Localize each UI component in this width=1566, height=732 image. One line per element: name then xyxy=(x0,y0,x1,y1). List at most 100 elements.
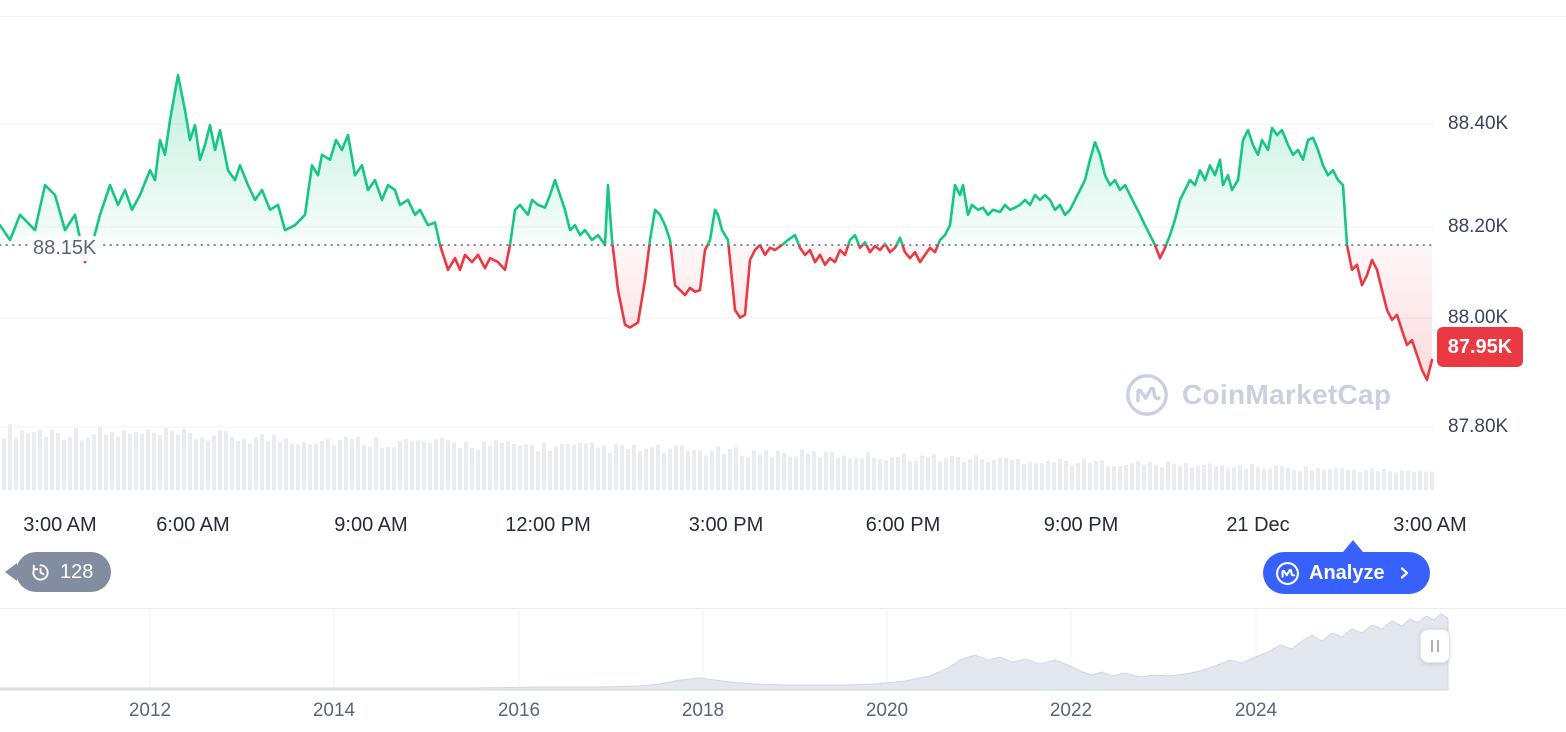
volume-bar xyxy=(812,451,816,490)
volume-bar xyxy=(1394,472,1398,490)
volume-bar xyxy=(290,443,294,490)
chevron-right-icon xyxy=(1400,567,1408,579)
volume-bar xyxy=(1034,463,1038,490)
volume-bar xyxy=(734,447,738,490)
volume-bar xyxy=(56,432,60,490)
volume-bar xyxy=(260,434,264,490)
y-axis-label: 88.20K xyxy=(1448,216,1509,237)
volume-bar xyxy=(842,455,846,490)
volume-bar xyxy=(1058,458,1062,490)
volume-bar xyxy=(740,456,744,490)
volume-bar xyxy=(854,457,858,490)
volume-bar xyxy=(1250,464,1254,490)
range-selector-canvas[interactable] xyxy=(0,608,1566,692)
volume-bar xyxy=(338,440,342,490)
time-axis-label: 12:00 PM xyxy=(505,514,591,536)
volume-bar xyxy=(170,430,174,490)
volume-bar xyxy=(212,435,216,490)
volume-bar xyxy=(416,440,420,490)
volume-bar xyxy=(686,450,690,490)
volume-bar xyxy=(434,439,438,490)
volume-bar xyxy=(254,437,258,490)
time-axis-label: 3:00 AM xyxy=(1393,514,1467,536)
volume-bar xyxy=(830,451,834,490)
volume-bar xyxy=(332,445,336,490)
volume-bar xyxy=(986,461,990,490)
volume-bar xyxy=(230,436,234,490)
volume-bar xyxy=(1400,470,1404,490)
volume-bar xyxy=(1190,467,1194,490)
year-axis-label: 2016 xyxy=(497,700,541,721)
volume-bar xyxy=(992,459,996,490)
brush-handle-right[interactable] xyxy=(1420,629,1450,663)
volume-bar xyxy=(1406,470,1410,490)
volume-bar xyxy=(1172,463,1176,490)
handle-grip-bar xyxy=(1431,640,1433,652)
volume-bar xyxy=(770,457,774,490)
volume-bar xyxy=(116,436,120,490)
price-chart-canvas[interactable] xyxy=(0,0,1434,505)
time-axis-label: 3:00 AM xyxy=(23,514,97,536)
y-axis-label: 87.80K xyxy=(1448,416,1509,437)
volume-bar xyxy=(410,441,414,490)
volume-bar xyxy=(1280,466,1284,490)
volume-bar xyxy=(776,450,780,490)
volume-bar xyxy=(392,447,396,490)
volume-bar xyxy=(1232,467,1236,490)
volume-bar xyxy=(1184,463,1188,490)
history-count-pill[interactable]: 128 xyxy=(4,552,112,592)
volume-bar xyxy=(404,439,408,490)
volume-bar xyxy=(782,452,786,490)
volume-bar xyxy=(722,453,726,490)
volume-bar xyxy=(518,445,522,490)
volume-bar xyxy=(182,428,186,490)
volume-bar xyxy=(692,450,696,490)
volume-bar xyxy=(128,433,132,490)
volume-bar xyxy=(872,457,876,490)
volume-bar xyxy=(980,459,984,490)
volume-bar xyxy=(86,437,90,490)
volume-bar xyxy=(44,436,48,490)
volume-bar xyxy=(596,447,600,490)
volume-bar xyxy=(746,457,750,490)
volume-bar xyxy=(764,449,768,490)
volume-bar xyxy=(350,438,354,490)
volume-bar xyxy=(1052,462,1056,490)
volume-bar xyxy=(506,440,510,490)
volume-bar xyxy=(14,437,18,490)
volume-bar xyxy=(158,435,162,490)
volume-bar xyxy=(152,432,156,490)
volume-bar xyxy=(680,445,684,490)
volume-bar xyxy=(860,458,864,490)
volume-bar xyxy=(422,441,426,490)
volume-bar xyxy=(866,452,870,490)
year-axis-label: 2020 xyxy=(865,700,909,721)
volume-bar xyxy=(1346,469,1350,490)
analyze-button[interactable]: Analyze xyxy=(1263,540,1430,594)
year-axis-label: 2012 xyxy=(128,700,172,721)
volume-bar xyxy=(656,444,660,490)
volume-bar xyxy=(344,437,348,490)
volume-bar xyxy=(1142,464,1146,490)
volume-bar xyxy=(512,444,516,490)
volume-bar xyxy=(614,443,618,490)
volume-bar xyxy=(1328,469,1332,490)
volume-bar xyxy=(584,443,588,490)
volume-bar xyxy=(1016,458,1020,490)
volume-bar xyxy=(1112,465,1116,490)
time-axis-label: 6:00 AM xyxy=(156,514,230,536)
analyze-label: Analyze xyxy=(1309,561,1385,584)
volume-bar xyxy=(1196,465,1200,490)
volume-bar xyxy=(758,454,762,490)
volume-bar xyxy=(98,427,102,490)
year-axis-label: 2022 xyxy=(1049,700,1093,721)
volume-bar xyxy=(104,434,108,490)
volume-bar xyxy=(536,451,540,490)
volume-bar xyxy=(1094,460,1098,490)
volume-bar xyxy=(926,457,930,490)
volume-bar xyxy=(1358,472,1362,490)
volume-bar xyxy=(1028,462,1032,490)
volume-bar xyxy=(1226,468,1230,490)
volume-bar xyxy=(1430,471,1434,490)
